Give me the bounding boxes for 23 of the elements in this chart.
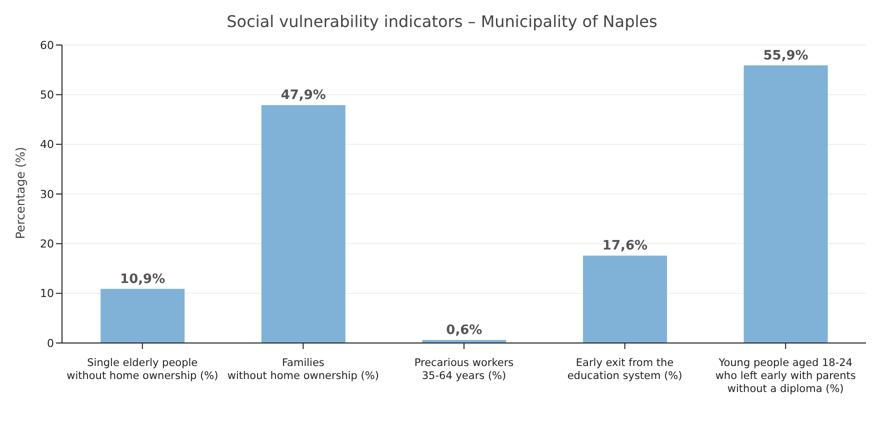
x-tick-label: Families without home ownership (%)	[227, 357, 379, 382]
x-tick-label: Precarious workers 35-64 years (%)	[414, 357, 514, 382]
x-tick-label: Single elderly people without home ownership (%)	[66, 357, 218, 382]
x-tick-label: Young people aged 18-24 who left early with parents without a diploma (%)	[715, 357, 856, 395]
y-tick-label: 10	[40, 287, 54, 300]
bar	[100, 288, 185, 343]
data-label: 10,9%	[120, 272, 166, 287]
y-tick-label: 0	[47, 336, 54, 350]
bar	[744, 65, 828, 343]
y-tick-label: 30	[40, 188, 54, 201]
bar	[582, 256, 667, 343]
bar	[261, 105, 346, 343]
y-tick-label: 20	[40, 238, 54, 251]
y-tick-label: 50	[40, 88, 54, 102]
data-label: 55,9%	[763, 48, 808, 64]
y-tick-label: 40	[40, 138, 54, 152]
y-axis-title: Percentage (%)	[13, 146, 28, 239]
chart-title: Social vulnerability indicators – Municipality of Naples	[226, 12, 658, 31]
data-label: 0,6%	[446, 323, 482, 338]
data-label: 47,9%	[280, 88, 326, 104]
y-tick-label: 60	[40, 38, 54, 52]
data-label: 17,6%	[602, 238, 648, 254]
x-tick-label: Early exit from the education system (%)	[567, 357, 682, 382]
